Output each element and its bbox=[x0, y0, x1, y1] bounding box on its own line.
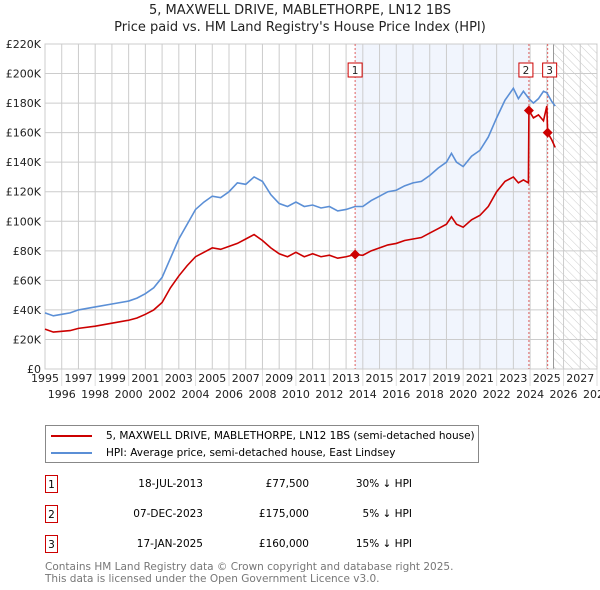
sale-price: £175,000 bbox=[258, 508, 309, 520]
y-tick-label: £60K bbox=[13, 274, 42, 287]
legend-item-hpi: HPI: Average price, semi-detached house,… bbox=[46, 445, 395, 461]
legend-item-property: 5, MAXWELL DRIVE, MABLETHORPE, LN12 1BS … bbox=[46, 428, 475, 444]
series-line-hpi bbox=[44, 86, 556, 317]
sale-label-box bbox=[542, 62, 558, 78]
legend-swatch bbox=[51, 435, 92, 437]
x-tick-label: 2023 bbox=[499, 372, 527, 385]
forecast-hatch bbox=[553, 44, 597, 369]
x-tick-label: 2017 bbox=[399, 372, 427, 385]
y-tick-label: £40K bbox=[13, 304, 42, 317]
x-tick-label: 2001 bbox=[131, 372, 159, 385]
sale-hpi-diff: 15% ↓ HPI bbox=[355, 538, 412, 550]
x-tick-label: 2015 bbox=[366, 372, 394, 385]
sale-label: 1 bbox=[352, 65, 359, 77]
x-tick-label: 1998 bbox=[81, 388, 109, 401]
sale-badge: 1 bbox=[45, 475, 58, 493]
plot-frame bbox=[44, 43, 598, 370]
sale-label: 2 bbox=[523, 65, 530, 77]
y-tick-label: £80K bbox=[13, 245, 42, 258]
sale-price: £77,500 bbox=[265, 478, 309, 490]
y-tick-label: £140K bbox=[6, 156, 42, 169]
x-tick-label: 2006 bbox=[215, 388, 243, 401]
y-tick-label: £160K bbox=[6, 127, 42, 140]
x-tick-label: 1995 bbox=[31, 372, 59, 385]
x-tick-label: 2008 bbox=[248, 388, 276, 401]
y-tick-label: £180K bbox=[6, 97, 42, 110]
sale-date: 17-JAN-2025 bbox=[136, 538, 203, 550]
y-tick-label: £0 bbox=[27, 363, 41, 376]
x-tick-label: 2004 bbox=[182, 388, 210, 401]
y-tick-label: £220K bbox=[6, 38, 42, 51]
x-tick-label: 2013 bbox=[332, 372, 360, 385]
series-line-property bbox=[44, 105, 556, 333]
x-tick-label: 2009 bbox=[265, 372, 293, 385]
x-tick-label: 2028 bbox=[583, 388, 600, 401]
y-tick-label: £100K bbox=[6, 215, 42, 228]
x-tick-label: 2007 bbox=[232, 372, 260, 385]
x-tick-label: 2010 bbox=[282, 388, 310, 401]
sale-point bbox=[523, 105, 534, 116]
x-tick-label: 1999 bbox=[98, 372, 126, 385]
shaded-period bbox=[355, 44, 529, 369]
y-tick-label: £120K bbox=[6, 186, 42, 199]
x-tick-label: 2016 bbox=[382, 388, 410, 401]
x-tick-label: 2002 bbox=[148, 388, 176, 401]
footer: Contains HM Land Registry data © Crown c… bbox=[45, 561, 453, 585]
footer-line: This data is licensed under the Open Gov… bbox=[45, 573, 380, 585]
sale-hpi-diff: 5% ↓ HPI bbox=[362, 508, 412, 520]
x-tick-label: 2018 bbox=[416, 388, 444, 401]
legend-swatch bbox=[51, 452, 92, 454]
x-tick-label: 2011 bbox=[299, 372, 327, 385]
sale-label-box bbox=[518, 62, 534, 78]
sale-badge: 2 bbox=[45, 505, 58, 523]
x-tick-label: 2020 bbox=[449, 388, 477, 401]
sale-date: 07-DEC-2023 bbox=[133, 508, 203, 520]
x-tick-label: 2019 bbox=[432, 372, 460, 385]
x-tick-label: 2025 bbox=[533, 372, 561, 385]
x-tick-label: 1996 bbox=[48, 388, 76, 401]
price-chart: 1995 1996 1997 1998 1999 2000 2001 2002 2003 2004… bbox=[6, 38, 600, 401]
x-tick-label: 2005 bbox=[198, 372, 226, 385]
x-tick-label: 2026 bbox=[550, 388, 578, 401]
sale-point bbox=[542, 127, 553, 138]
legend-label: HPI: Average price, semi-detached house,… bbox=[106, 447, 396, 459]
y-tick-label: £20K bbox=[13, 333, 42, 346]
x-tick-label: 2022 bbox=[483, 388, 511, 401]
x-tick-label: 2000 bbox=[115, 388, 143, 401]
sale-label-box bbox=[347, 62, 363, 78]
footer-line: Contains HM Land Registry data © Crown c… bbox=[45, 561, 454, 573]
x-tick-label: 2014 bbox=[349, 388, 377, 401]
chart-subtitle: Price paid vs. HM Land Registry's House … bbox=[114, 20, 486, 35]
x-tick-label: 2012 bbox=[315, 388, 343, 401]
sale-badge: 3 bbox=[45, 535, 58, 553]
legend-label: 5, MAXWELL DRIVE, MABLETHORPE, LN12 1BS … bbox=[106, 430, 475, 442]
sale-label: 3 bbox=[546, 65, 553, 77]
x-tick-label: 2021 bbox=[466, 372, 494, 385]
y-tick-label: £200K bbox=[6, 68, 42, 81]
sale-date: 18-JUL-2013 bbox=[138, 478, 203, 490]
x-tick-label: 2024 bbox=[516, 388, 544, 401]
x-tick-label: 2003 bbox=[165, 372, 193, 385]
sale-point bbox=[350, 249, 361, 260]
x-tick-label: 2027 bbox=[566, 372, 594, 385]
legend: 5, MAXWELL DRIVE, MABLETHORPE, LN12 1BS … bbox=[45, 425, 479, 463]
sale-price: £160,000 bbox=[258, 538, 309, 550]
sale-hpi-diff: 30% ↓ HPI bbox=[355, 478, 412, 490]
chart-title: 5, MAXWELL DRIVE, MABLETHORPE, LN12 1BS bbox=[148, 3, 452, 18]
x-tick-label: 1997 bbox=[64, 372, 92, 385]
